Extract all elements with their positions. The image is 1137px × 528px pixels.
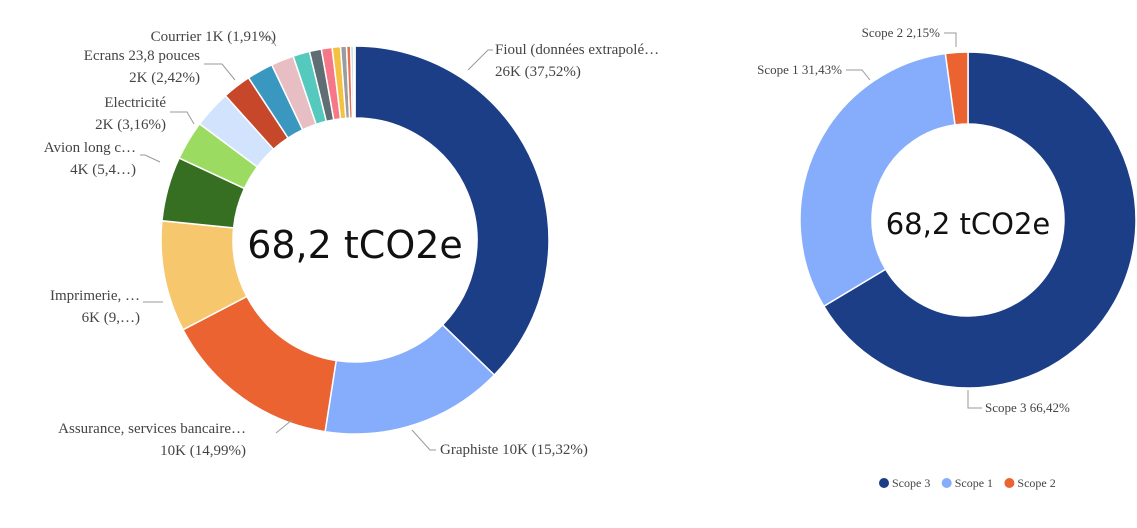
chart2-leader-line-2 [944,32,957,47]
chart1-center-total: 68,2 tCO2e [247,223,463,267]
emissions-by-source-donut-chart [160,45,550,435]
chart1-slice-label-5-line-1: 2K (3,16%) [95,117,166,133]
chart1-leader-line-0 [467,49,493,71]
chart1-slice-label-6-line-1: 2K (2,42%) [129,70,200,86]
chart2-legend: Scope 3 Scope 1 Scope 2 [879,476,1056,490]
chart1-slice-label-3-line-0: Imprimerie, … [50,288,140,304]
chart1-slice-label-0-line-0: Fioul (données extrapolé… [495,42,659,58]
chart1-slice-0[interactable] [354,45,550,377]
chart1-slice-label-2-line-0: Assurance, services bancaire… [58,421,246,437]
chart1-slice-label-7-line-0: Courrier 1K (1,91%) [151,29,276,45]
emissions-by-scope-donut-chart [799,51,1137,389]
chart1-slice-label-4-line-1: 4K (5,4…) [70,162,136,178]
legend-marker-1 [941,478,952,488]
chart1-slice-label-3-line-1: 6K (9,…) [82,310,140,326]
chart1-leader-line-6 [204,63,236,81]
chart2-slice-0[interactable] [822,51,1137,389]
chart2-slice-2[interactable] [944,51,969,126]
chart1-leader-line-5 [170,111,195,125]
chart1-slice-label-2-line-1: 10K (14,99%) [160,443,246,459]
legend-label-2: Scope 2 [1017,476,1055,490]
chart2-slice-labels: Scope 3 66,42% Scope 1 31,43% Scope 2 2,15… [757,25,1070,415]
chart2-leader-line-0 [967,390,982,409]
chart2-slice-label-0: Scope 3 66,42% [985,400,1070,415]
legend-marker-0 [879,478,889,488]
chart1-slice-label-5-line-0: Electricité [104,95,166,111]
chart1-slice-label-1-line-0: Graphiste 10K (15,32%) [440,442,588,458]
legend-label-0: Scope 3 [892,476,930,490]
chart2-center-total: 68,2 tCO2e [886,207,1051,241]
chart2-slice-label-1: Scope 1 31,43% [757,62,842,77]
chart2-slice-label-2: Scope 2 2,15% [862,25,941,40]
chart1-slice-label-4-line-0: Avion long c… [44,140,136,156]
chart1-slice-17[interactable] [352,45,356,119]
chart1-slice-labels: Fioul (données extrapolé… 26K (37,52%) Gra… [44,29,659,459]
chart1-leader-line-7 [260,36,277,47]
legend-marker-2 [1004,478,1015,488]
chart1-leader-line-1 [411,429,436,451]
chart1-slice-label-6-line-0: Ecrans 23,8 pouces [84,48,200,64]
chart2-slice-1[interactable] [799,52,956,308]
legend-label-1: Scope 1 [955,476,993,490]
chart2-leader-line-1 [846,69,871,81]
chart1-slice-label-0-line-1: 26K (37,52%) [495,64,581,80]
chart1-leader-line-4 [140,154,161,163]
chart1-leader-line-2 [275,419,293,434]
